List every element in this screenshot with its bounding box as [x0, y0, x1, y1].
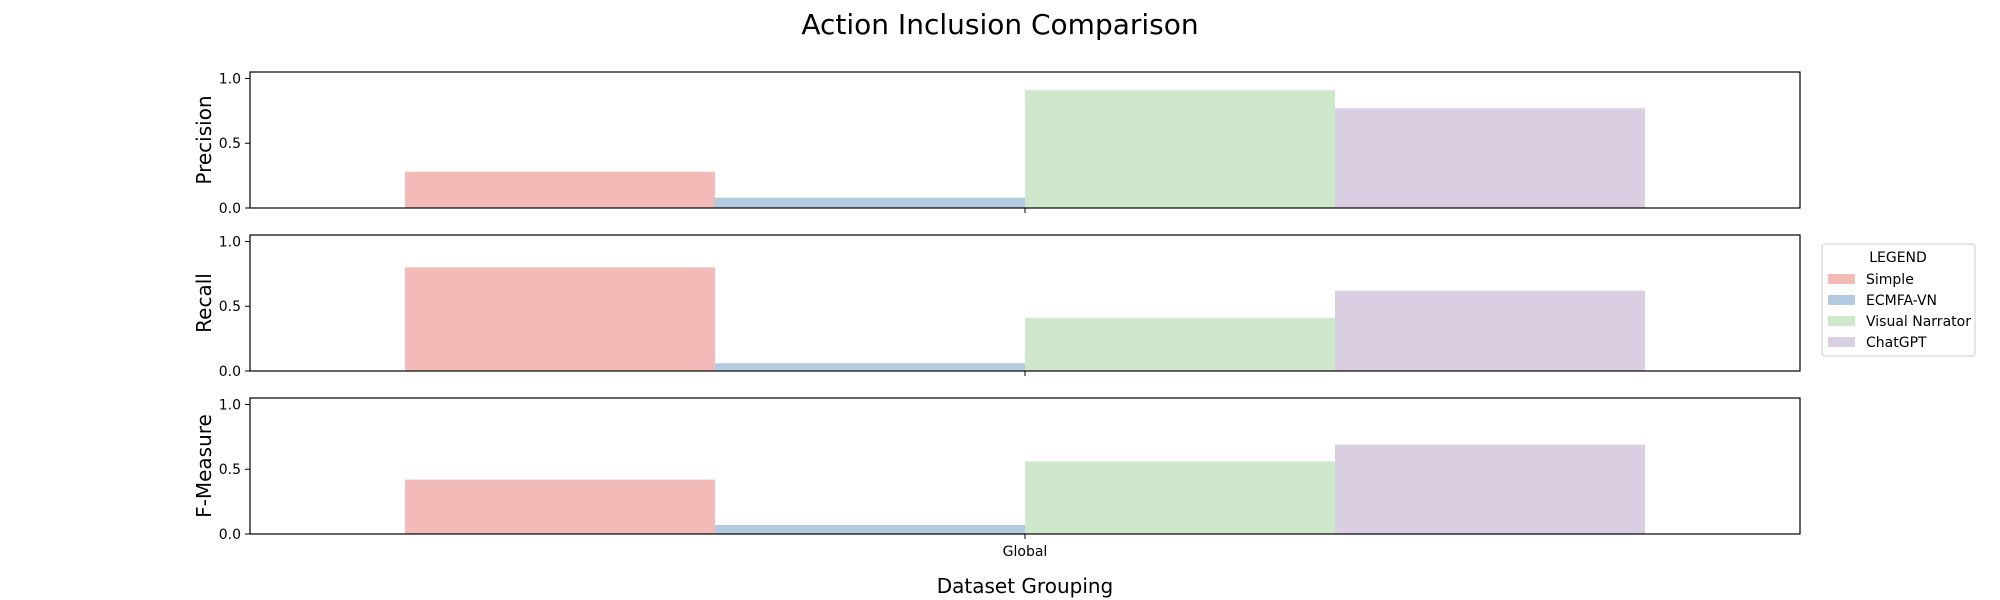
panel-recall: 0.0 0.5 1.0 Recall [192, 234, 1801, 380]
y-axis-label: Precision [192, 95, 216, 184]
bar-f-measure-visual-narrator [1025, 461, 1335, 534]
bar-recall-visual-narrator [1025, 317, 1335, 371]
y-tick-label: 0.0 [219, 527, 241, 543]
legend-swatch [1828, 337, 1855, 347]
y-tick-label: 1.0 [219, 234, 241, 250]
y-tick-label: 0.5 [219, 299, 241, 315]
legend-entry: Simple [1866, 272, 1914, 288]
bar-recall-chatgpt [1335, 290, 1645, 371]
legend-swatch [1828, 316, 1855, 326]
legend-box [1821, 243, 1976, 357]
y-axis-label: Recall [192, 273, 216, 333]
bar-precision-simple [405, 171, 715, 208]
bar-f-measure-ecmfa-vn [715, 524, 1025, 534]
legend-entry: ChatGPT [1866, 335, 1927, 351]
legend-swatch [1828, 274, 1855, 284]
panel-f-measure: 0.0 0.5 1.0F-Measure Global [192, 397, 1801, 560]
y-tick-label: 0.5 [219, 462, 241, 478]
chart-title: Action Inclusion Comparison [801, 8, 1198, 41]
bar-precision-ecmfa-vn [715, 197, 1025, 208]
bar-f-measure-simple [405, 479, 715, 534]
bar-precision-visual-narrator [1025, 90, 1335, 208]
panels: 0.00.51.0Precision0.00.51.0Recall0.00.51… [192, 71, 1801, 560]
bar-recall-ecmfa-vn [715, 363, 1025, 371]
y-tick-label: 0.5 [219, 136, 241, 152]
y-axis-label: F-Measure [192, 414, 216, 518]
y-tick-label: 1.0 [219, 397, 241, 413]
bar-recall-simple [405, 267, 715, 371]
legend-swatch [1828, 295, 1855, 305]
y-tick-label: 0.0 [219, 364, 241, 380]
y-tick-label: 0.0 [219, 201, 241, 217]
bar-f-measure-chatgpt [1335, 444, 1645, 534]
legend: LEGEND Simple ECMFA-VN Visual Narrator ChatG… [1821, 243, 1976, 357]
x-tick-label: Global [1003, 544, 1048, 560]
legend-entry: Visual Narrator [1866, 314, 1971, 330]
x-axis-label: Dataset Grouping [937, 574, 1114, 598]
bar-precision-chatgpt [1335, 108, 1645, 208]
legend-entry: ECMFA-VN [1866, 293, 1937, 309]
legend-title: LEGEND [1869, 250, 1927, 266]
y-tick-label: 1.0 [219, 71, 241, 87]
